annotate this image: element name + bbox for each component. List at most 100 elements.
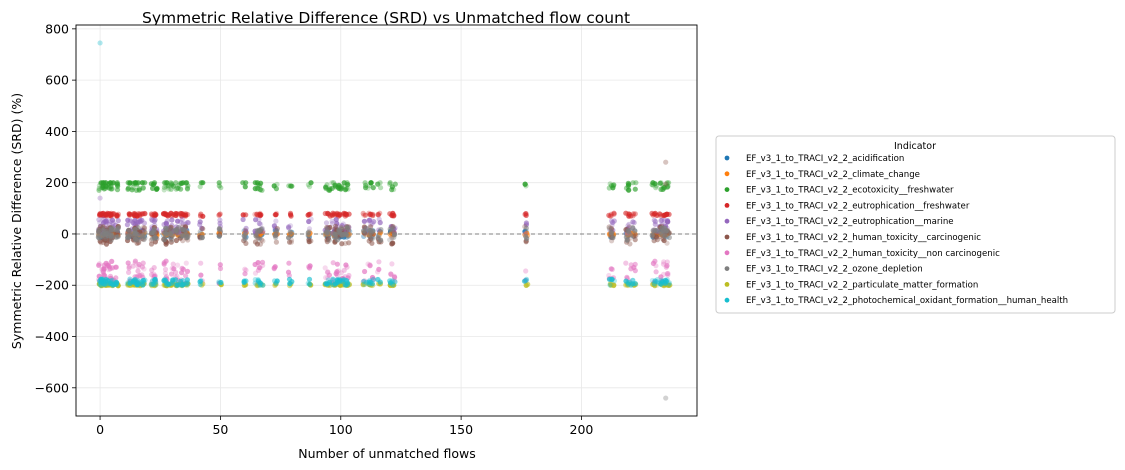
scatter-point	[216, 233, 222, 239]
scatter-point	[609, 266, 615, 272]
scatter-point	[243, 240, 249, 246]
scatter-point	[169, 237, 175, 243]
scatter-point	[607, 282, 613, 288]
scatter-point	[286, 276, 293, 282]
scatter-point	[153, 279, 159, 285]
scatter-point	[633, 180, 639, 186]
scatter-point	[151, 218, 157, 224]
scatter-point	[168, 224, 174, 230]
scatter-point	[661, 259, 667, 265]
scatter-point	[286, 260, 292, 266]
scatter-point	[134, 233, 140, 239]
scatter-point	[140, 185, 146, 191]
scatter-point	[523, 268, 529, 274]
scatter-point	[390, 225, 397, 231]
scatter-point	[256, 265, 262, 271]
scatter-point	[161, 277, 167, 284]
scatter-point	[240, 212, 246, 218]
scatter-point	[114, 227, 120, 233]
scatter-point	[661, 271, 667, 277]
scatter-point	[286, 235, 292, 241]
scatter-point	[256, 216, 262, 223]
scatter-point	[306, 218, 312, 225]
scatter-point	[109, 258, 115, 264]
scatter-point	[141, 236, 147, 243]
scatter-point	[142, 211, 148, 217]
legend-marker	[724, 250, 730, 256]
scatter-point	[345, 182, 351, 188]
scatter-point	[391, 234, 397, 240]
scatter-point	[108, 232, 114, 238]
scatter-point	[344, 264, 350, 270]
scatter-point	[326, 237, 332, 243]
scatter-point	[198, 272, 204, 278]
scatter-point	[346, 211, 352, 217]
scatter-point	[272, 278, 278, 284]
scatter-point	[132, 230, 138, 236]
scatter-point	[183, 212, 189, 218]
scatter-point	[177, 180, 183, 186]
scatter-point	[197, 213, 204, 219]
scatter-point	[652, 278, 658, 284]
scatter-point	[257, 241, 263, 247]
scatter-point	[523, 211, 529, 217]
scatter-point	[200, 180, 206, 186]
scatter-point	[183, 180, 189, 186]
legend-entry: EF_v3_1_to_TRACI_v2_2_particulate_matter…	[724, 280, 978, 290]
scatter-point	[141, 220, 147, 226]
scatter-point	[140, 224, 146, 231]
scatter-point	[161, 187, 167, 193]
outlier-point	[663, 181, 669, 187]
scatter-point	[649, 232, 655, 238]
scatter-point	[652, 278, 658, 284]
scatter-point	[217, 211, 223, 217]
scatter-point	[344, 225, 350, 231]
scatter-point	[339, 241, 345, 247]
scatter-point	[175, 282, 181, 288]
legend-box	[715, 135, 1116, 314]
scatter-point	[665, 219, 671, 225]
scatter-point	[164, 218, 170, 224]
legend-label: EF_v3_1_to_TRACI_v2_2_particulate_matter…	[746, 280, 978, 290]
scatter-point	[259, 237, 265, 243]
scatter-point	[134, 281, 140, 288]
scatter-point	[142, 229, 148, 235]
scatter-point	[139, 264, 145, 270]
scatter-point	[273, 280, 279, 286]
legend-marker	[724, 297, 730, 303]
scatter-point	[362, 268, 368, 275]
scatter-point	[623, 260, 629, 266]
scatter-point	[609, 281, 615, 287]
x-tick-label: 100	[329, 422, 353, 437]
scatter-point	[324, 182, 330, 188]
scatter-point	[259, 187, 265, 193]
scatter-point	[392, 274, 398, 280]
scatter-point	[173, 237, 179, 244]
y-axis-label: Symmetric Relative Difference (SRD) (%)	[9, 93, 24, 349]
y-tick-label: 400	[45, 124, 69, 139]
scatter-point	[387, 180, 393, 186]
scatter-point	[287, 223, 294, 229]
scatter-point	[630, 211, 637, 217]
scatter-point	[666, 180, 672, 186]
scatter-point	[163, 258, 169, 264]
scatter-point	[365, 185, 371, 191]
scatter-point	[288, 213, 294, 219]
scatter-point	[142, 180, 148, 186]
scatter-point	[184, 235, 190, 241]
scatter-point	[216, 212, 222, 218]
legend-entry: EF_v3_1_to_TRACI_v2_2_eutrophication__fr…	[724, 201, 970, 211]
scatter-point	[256, 220, 262, 227]
scatter-point	[103, 180, 109, 186]
scatter-point	[652, 258, 658, 264]
scatter-point	[608, 226, 615, 232]
scatter-point	[626, 227, 632, 233]
y-tick-label: −400	[35, 329, 69, 344]
scatter-point	[173, 269, 179, 275]
scatter-point	[177, 210, 183, 216]
scatter-point	[609, 277, 615, 283]
scatter-point	[183, 280, 189, 286]
legend-marker	[724, 203, 730, 208]
legend-label: EF_v3_1_to_TRACI_v2_2_photochemical_oxid…	[746, 296, 1068, 306]
series-points	[96, 180, 672, 193]
